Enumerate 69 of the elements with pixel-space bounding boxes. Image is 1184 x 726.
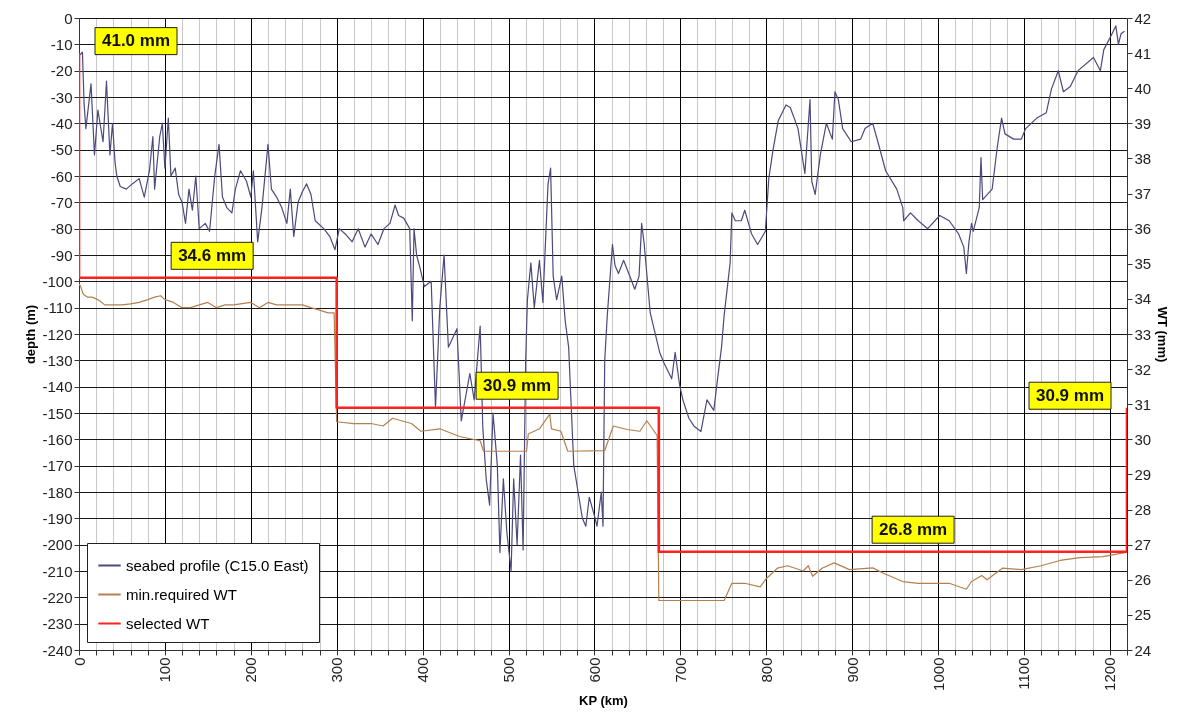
x-tick-label: 500 [500, 657, 518, 683]
x-tick-label: 300 [328, 657, 346, 683]
y-tick-label: -160 [42, 430, 73, 448]
x-axis-title: KP (km) [579, 692, 628, 708]
y2-tick-label: 42 [1134, 9, 1152, 27]
y2-axis-title: WT (mm) [1155, 306, 1171, 363]
y-tick-label: -40 [50, 114, 73, 132]
data-label: 34.6 mm [178, 245, 247, 265]
y2-tick-label: 33 [1134, 325, 1152, 343]
y-tick-label: -30 [50, 88, 73, 106]
y-tick-label: -220 [42, 588, 73, 606]
line-series [79, 283, 1127, 602]
y2-tick-label: 28 [1134, 501, 1152, 519]
y-tick-label: -110 [43, 299, 73, 317]
y-tick-label: -150 [42, 404, 73, 422]
x-tick-label: 600 [585, 657, 603, 683]
y-tick-label: -20 [50, 62, 73, 80]
data-label: 26.8 mm [879, 519, 948, 539]
y-tick-label: -210 [42, 562, 73, 580]
legend-label: min.required WT [126, 585, 237, 603]
y-tick-label: -190 [42, 509, 73, 527]
y2-tick-label: 29 [1134, 465, 1152, 483]
y-tick-label: -60 [50, 167, 73, 185]
data-label: 30.9 mm [1035, 385, 1105, 405]
x-tick-label: 100 [156, 657, 174, 683]
data-label: 41.0 mm [101, 31, 171, 51]
y2-tick-label: 38 [1134, 149, 1152, 167]
y-tick-label: 0 [64, 9, 73, 27]
y-tick-label: -130 [42, 351, 73, 369]
y-tick-label: -50 [50, 141, 73, 159]
x-tick-label: 0 [70, 657, 88, 666]
y-tick-label: -140 [42, 378, 73, 396]
y-tick-label: -180 [42, 483, 73, 501]
x-tick-label: 1200 [1101, 657, 1119, 691]
x-tick-label: 400 [414, 657, 432, 683]
y2-tick-label: 30 [1134, 430, 1152, 448]
y2-tick-label: 40 [1134, 79, 1152, 97]
y2-tick-label: 32 [1134, 360, 1152, 378]
legend-label: selected WT [126, 614, 210, 632]
x-tick-label: 800 [757, 657, 775, 683]
y-tick-label: -80 [50, 220, 73, 238]
x-tick-label: 200 [242, 657, 260, 683]
legend-label: seabed profile (C15.0 East) [126, 556, 309, 574]
y-tick-label: -240 [42, 641, 73, 659]
x-tick-label: 900 [843, 657, 861, 683]
y-tick-label: -10 [50, 35, 73, 53]
y-tick-label: -100 [42, 272, 73, 290]
y2-tick-label: 35 [1134, 255, 1152, 273]
y2-tick-label: 37 [1134, 185, 1152, 203]
y2-tick-label: 26 [1134, 571, 1152, 589]
y2-tick-label: 34 [1134, 290, 1152, 308]
y-tick-label: -120 [42, 325, 73, 343]
y-axis-title: depth (m) [23, 304, 39, 365]
y2-tick-label: 25 [1134, 606, 1152, 624]
y2-tick-label: 31 [1134, 395, 1152, 413]
y2-tick-label: 24 [1134, 641, 1152, 659]
y2-tick-label: 27 [1134, 536, 1152, 554]
x-tick-label: 1000 [929, 657, 947, 691]
y2-tick-label: 41 [1134, 44, 1152, 62]
x-tick-label: 1100 [1015, 657, 1033, 690]
y2-tick-label: 36 [1134, 220, 1152, 238]
x-tick-label: 700 [671, 657, 689, 683]
data-label: 30.9 mm [483, 375, 552, 395]
y-tick-label: -70 [50, 193, 73, 211]
y-tick-label: -170 [42, 457, 73, 475]
y-tick-label: -90 [50, 246, 73, 264]
y-tick-label: -230 [42, 615, 73, 633]
y-tick-label: -200 [42, 536, 73, 554]
y2-tick-label: 39 [1134, 114, 1152, 132]
